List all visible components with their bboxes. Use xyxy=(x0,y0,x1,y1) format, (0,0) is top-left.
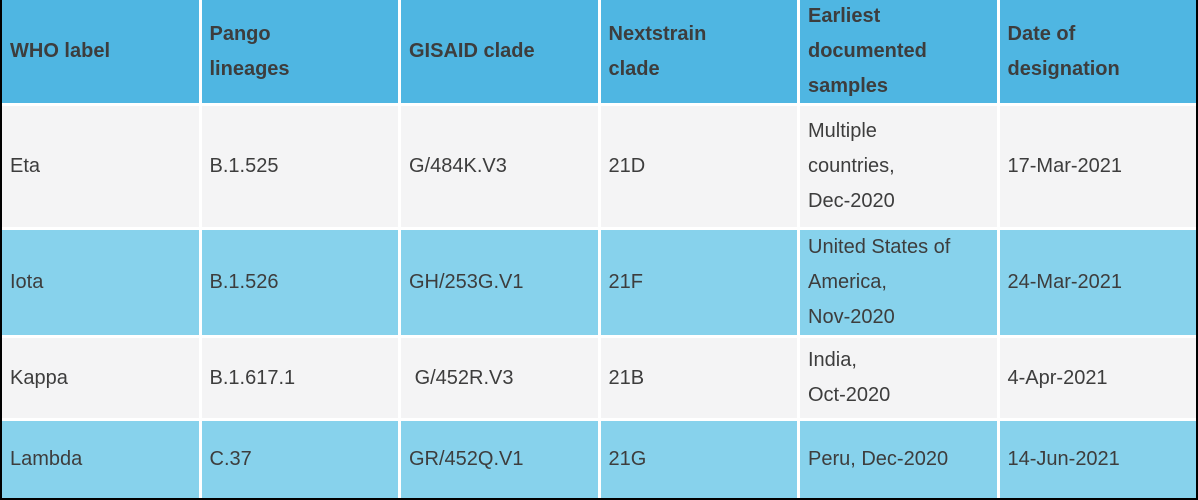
cell-lambda-who-label: Lambda xyxy=(2,421,199,498)
column-header-pango-lineages: Pango lineages xyxy=(201,0,398,103)
column-header-date-of-designation: Date of designation xyxy=(999,0,1196,103)
cell-kappa-nextstrain-clade: 21B xyxy=(600,338,797,418)
cell-kappa-date-of-designation: 4-Apr-2021 xyxy=(999,338,1196,418)
cell-lambda-pango-lineages: C.37 xyxy=(201,421,398,498)
cell-eta-pango-lineages: B.1.525 xyxy=(201,106,398,227)
cell-lambda-nextstrain-clade: 21G xyxy=(600,421,797,498)
cell-eta-date-of-designation: 17-Mar-2021 xyxy=(999,106,1196,227)
cell-iota-who-label: Iota xyxy=(2,230,199,335)
column-header-who-label: WHO label xyxy=(2,0,199,103)
cell-iota-nextstrain-clade: 21F xyxy=(600,230,797,335)
cell-lambda-earliest-documented-samples: Peru, Dec-2020 xyxy=(800,421,997,498)
cell-iota-earliest-documented-samples: United States of America, Nov-2020 xyxy=(800,230,997,335)
cell-kappa-gisaid-clade: G/452R.V3 xyxy=(401,338,598,418)
cell-iota-pango-lineages: B.1.526 xyxy=(201,230,398,335)
cell-kappa-who-label: Kappa xyxy=(2,338,199,418)
cell-iota-date-of-designation: 24-Mar-2021 xyxy=(999,230,1196,335)
cell-kappa-earliest-documented-samples: India, Oct-2020 xyxy=(800,338,997,418)
cell-eta-nextstrain-clade: 21D xyxy=(600,106,797,227)
column-header-earliest-documented-samples: Earliest documented samples xyxy=(800,0,997,103)
cell-eta-who-label: Eta xyxy=(2,106,199,227)
cell-eta-gisaid-clade: G/484K.V3 xyxy=(401,106,598,227)
cell-iota-gisaid-clade: GH/253G.V1 xyxy=(401,230,598,335)
column-header-nextstrain-clade: Nextstrain clade xyxy=(600,0,797,103)
cell-lambda-gisaid-clade: GR/452Q.V1 xyxy=(401,421,598,498)
cell-lambda-date-of-designation: 14-Jun-2021 xyxy=(999,421,1196,498)
cell-kappa-pango-lineages: B.1.617.1 xyxy=(201,338,398,418)
column-header-gisaid-clade: GISAID clade xyxy=(401,0,598,103)
cell-eta-earliest-documented-samples: Multiple countries, Dec-2020 xyxy=(800,106,997,227)
